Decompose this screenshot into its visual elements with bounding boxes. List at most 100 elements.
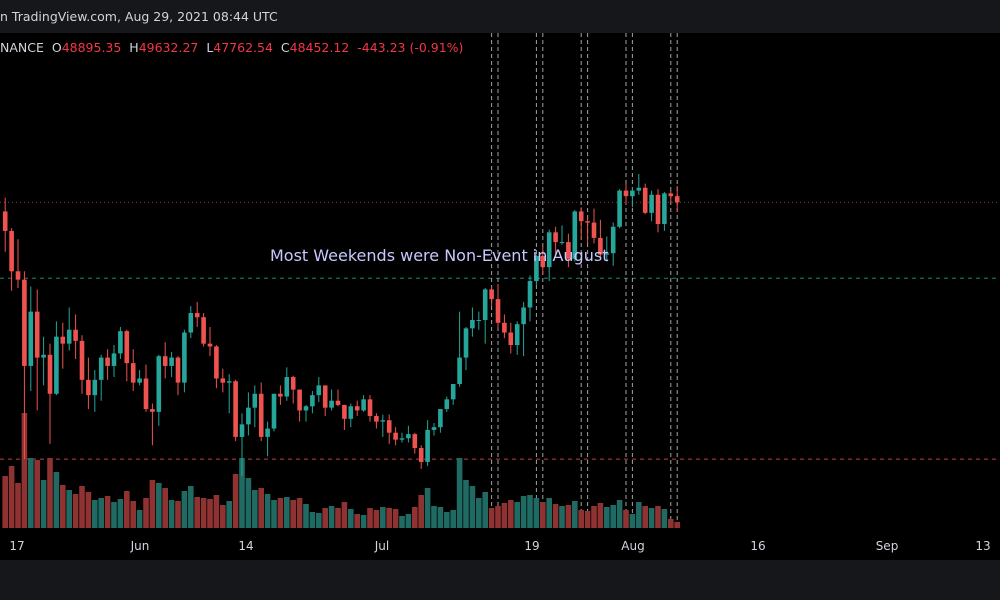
volume-bar	[40, 480, 47, 528]
candle-body	[546, 232, 552, 268]
candle	[335, 389, 341, 407]
volume-bar	[316, 513, 322, 528]
volume-bar	[72, 494, 79, 528]
volume-bar	[104, 496, 111, 528]
candle	[98, 354, 104, 401]
volume-bar	[303, 504, 309, 528]
candle	[265, 421, 270, 457]
candle-body	[348, 406, 354, 419]
candle	[220, 368, 226, 393]
candle	[514, 321, 520, 355]
candle	[559, 225, 565, 245]
candle	[188, 306, 194, 339]
candle	[303, 404, 309, 422]
candle	[546, 229, 552, 282]
weekend-markers	[491, 33, 678, 528]
volume-bar	[482, 492, 488, 528]
volume-bar	[252, 490, 258, 528]
volume-bar	[200, 498, 207, 528]
candle-body	[290, 377, 296, 390]
candle	[22, 271, 27, 460]
open-label: O	[51, 40, 62, 55]
candle-body	[2, 211, 8, 231]
candle	[329, 389, 334, 411]
x-axis-bar: 17 Jun 14 Jul 19 Aug 16 Sep 13	[0, 528, 1000, 560]
volume-bar	[444, 512, 450, 528]
candle	[674, 185, 680, 212]
volume-bar	[540, 502, 546, 528]
candle-body	[162, 356, 168, 366]
x-tick-label: 19	[524, 539, 539, 553]
volume-bar	[559, 506, 565, 528]
volume-bar	[380, 507, 386, 528]
candle-body	[105, 357, 110, 366]
candle-body	[34, 311, 40, 358]
volume-bar	[648, 508, 655, 528]
candle	[252, 385, 258, 428]
candle	[463, 326, 469, 371]
volume-bar	[418, 495, 424, 528]
bottom-toolbar	[0, 560, 1000, 600]
candle-body	[591, 222, 597, 238]
volume-bar	[290, 500, 296, 528]
candle	[476, 311, 482, 330]
candle-body	[201, 317, 206, 344]
volume-bar	[604, 507, 610, 528]
candle-body	[98, 357, 104, 380]
candle	[28, 286, 34, 391]
candle-body	[444, 399, 450, 410]
candle	[124, 329, 130, 382]
candle-body	[393, 432, 398, 440]
low-value: 47762.54	[213, 40, 273, 55]
volume-bar	[226, 501, 232, 528]
candle	[457, 311, 462, 387]
candle	[598, 219, 603, 259]
volume-bar	[610, 505, 616, 528]
candle-body	[118, 331, 123, 354]
candle	[182, 329, 187, 393]
candle	[258, 382, 264, 442]
volume-bar	[335, 508, 341, 528]
volume-bar	[597, 503, 604, 528]
volume-bar	[85, 492, 92, 528]
candle-body	[252, 393, 258, 408]
candle	[118, 326, 123, 359]
candle-body	[265, 428, 270, 437]
candle-body	[534, 255, 539, 282]
candle	[553, 226, 558, 255]
x-tick-label: Sep	[876, 539, 899, 553]
candle	[361, 395, 366, 412]
volume-bar	[533, 498, 540, 528]
candle	[508, 322, 514, 354]
candle	[47, 343, 53, 444]
volume-bar	[437, 507, 444, 528]
high-value: 49632.27	[138, 40, 199, 55]
volume-bar	[284, 497, 290, 528]
candle	[470, 307, 475, 337]
x-tick-label: Jun	[130, 539, 150, 553]
candle-body	[188, 313, 194, 333]
candle	[316, 377, 322, 403]
candle-body	[220, 378, 226, 383]
volume-bar	[264, 494, 271, 528]
candle	[630, 187, 635, 208]
candle-body	[514, 324, 520, 346]
x-tick-label: Jul	[374, 539, 389, 553]
candle-body	[367, 399, 373, 417]
candle-body	[329, 400, 334, 408]
horizontal-levels	[0, 201, 1000, 460]
volume-bar	[469, 486, 476, 528]
volume-bar	[156, 483, 162, 528]
candle-body	[137, 378, 142, 383]
candle-body	[182, 332, 187, 383]
candle-body	[572, 211, 578, 259]
candle-body	[668, 193, 674, 197]
candle-body	[649, 194, 654, 213]
candlestick-chart[interactable]: Most Weekends were Non-Event in August	[0, 33, 1000, 528]
candle	[150, 403, 155, 446]
candle-body	[476, 320, 482, 321]
volume-bar	[309, 512, 316, 528]
volume-bar	[213, 495, 220, 528]
candle-body	[623, 190, 629, 197]
volume-bar	[207, 499, 213, 528]
